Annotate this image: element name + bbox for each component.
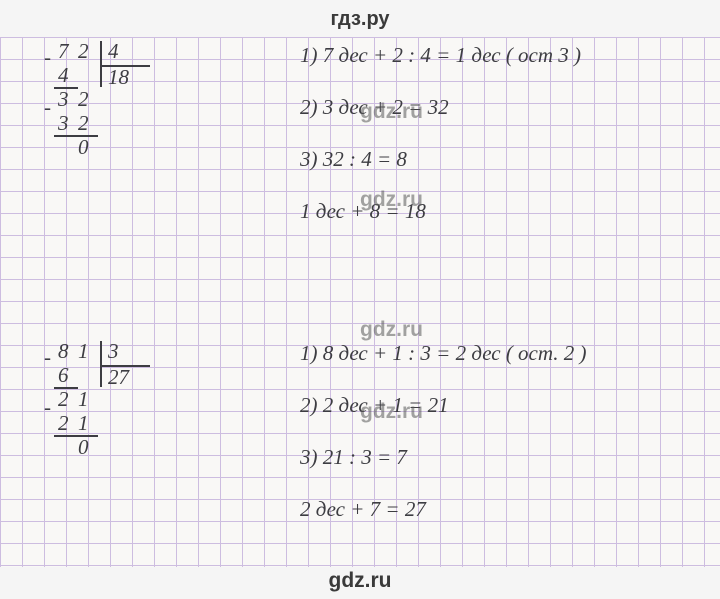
minus-sign: - (44, 395, 51, 420)
subtrahend: 6 (58, 363, 69, 388)
explanation-line: 1 дес + 8 = 18 (300, 199, 426, 224)
remainder-digit: 2 (78, 87, 89, 112)
calc-underline (54, 435, 98, 437)
final-remainder: 0 (78, 135, 89, 160)
remainder-digit: 1 (78, 387, 89, 412)
header-watermark: гдз.ру (0, 8, 720, 31)
dividend-digit: 1 (78, 339, 89, 364)
handwriting-layer: - 7 2 4 18 4 - 3 2 3 2 0 1) 7 дес + 2 : … (0, 37, 720, 567)
quotient: 18 (108, 65, 129, 90)
divisor: 3 (108, 339, 119, 364)
calc-underline (54, 135, 98, 137)
divisor: 4 (108, 39, 119, 64)
footer-watermark: gdz.ru (0, 569, 720, 593)
division-vline (100, 41, 102, 87)
explanation-line: 2 дес + 7 = 27 (300, 497, 426, 522)
remainder-digit: 3 (58, 87, 69, 112)
minus-sign: - (44, 95, 51, 120)
subtrahend-digit: 3 (58, 111, 69, 136)
subtrahend-digit: 2 (58, 411, 69, 436)
minus-sign: - (44, 345, 51, 370)
dividend-digit: 2 (78, 39, 89, 64)
explanation-line: 2) 3 дес + 2 = 32 (300, 95, 449, 120)
subtrahend-digit: 1 (78, 411, 89, 436)
dividend-digit: 8 (58, 339, 69, 364)
subtrahend-digit: 2 (78, 111, 89, 136)
dividend-digit: 7 (58, 39, 69, 64)
explanation-line: 3) 32 : 4 = 8 (300, 147, 407, 172)
division-vline (100, 341, 102, 387)
explanation-line: 1) 8 дес + 1 : 3 = 2 дес ( ост. 2 ) (300, 341, 587, 366)
remainder-digit: 2 (58, 387, 69, 412)
explanation-line: 2) 2 дес + 1 = 21 (300, 393, 449, 418)
final-remainder: 0 (78, 435, 89, 460)
subtrahend: 4 (58, 63, 69, 88)
explanation-line: 3) 21 : 3 = 7 (300, 445, 407, 470)
quotient: 27 (108, 365, 129, 390)
explanation-line: 1) 7 дес + 2 : 4 = 1 дес ( ост 3 ) (300, 43, 581, 68)
minus-sign: - (44, 45, 51, 70)
